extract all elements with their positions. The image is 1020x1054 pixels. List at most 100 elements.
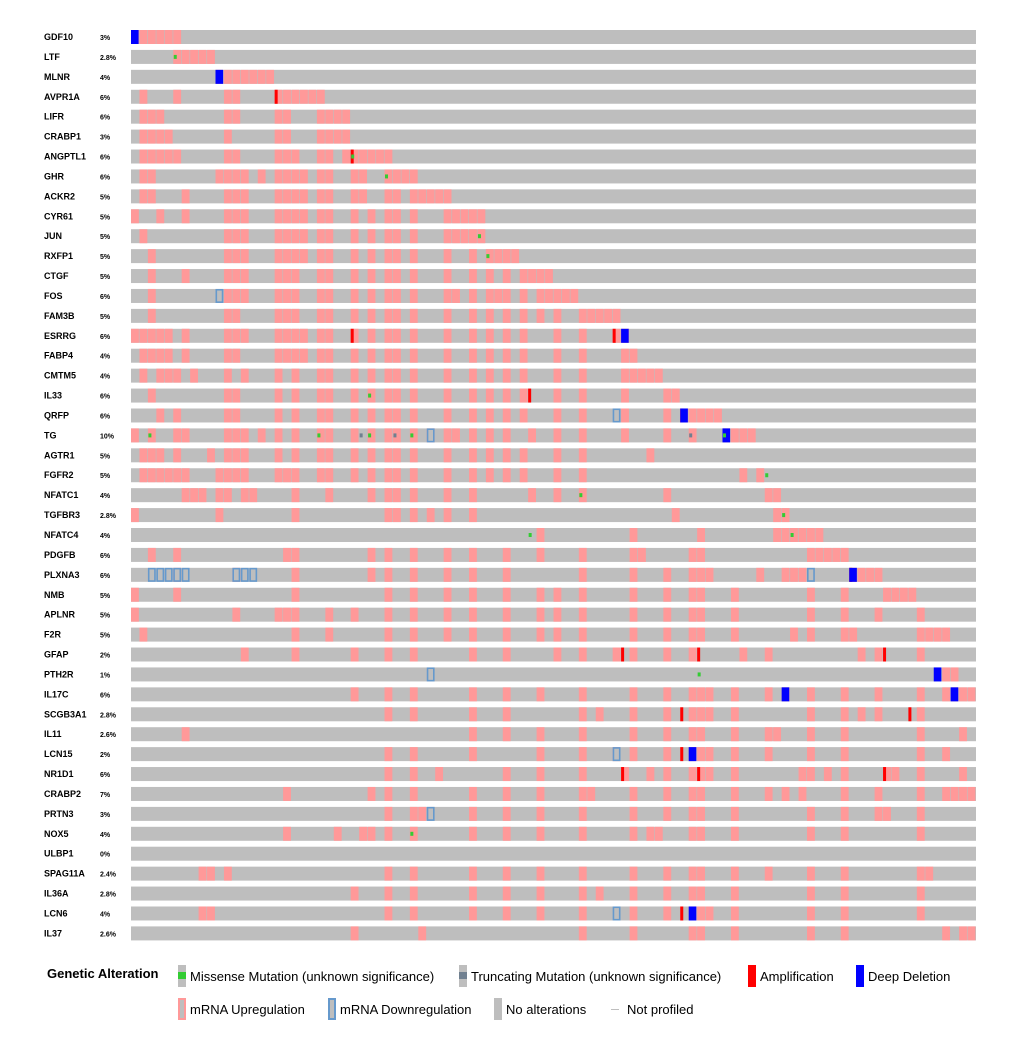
- gene-percent: 5%: [100, 254, 111, 261]
- missense-mark: [173, 54, 177, 59]
- mrna-up-mark: [502, 547, 511, 562]
- mrna-up-mark: [283, 129, 291, 144]
- mrna-up-mark: [781, 528, 790, 542]
- mrna-up-mark: [916, 647, 925, 662]
- mrna-up-mark: [578, 906, 587, 921]
- mrna-up-mark: [950, 786, 959, 801]
- mrna-up-mark: [697, 528, 705, 542]
- mrna-up-mark: [139, 328, 148, 343]
- gene-label: FAM3B: [44, 311, 75, 321]
- mrna-up-mark: [291, 229, 300, 244]
- mrna-up-mark: [359, 169, 367, 184]
- gene-percent: 5%: [100, 314, 111, 321]
- mrna-up-mark: [139, 189, 148, 204]
- mrna-up-mark: [688, 826, 697, 841]
- mrna-up-mark: [621, 767, 629, 782]
- gene-label: IL17C: [44, 689, 69, 699]
- mrna-up-mark: [359, 826, 367, 841]
- mrna-up-mark: [392, 448, 401, 463]
- mrna-up-mark: [764, 747, 773, 762]
- mrna-up-mark: [392, 508, 401, 523]
- mrna-up-mark: [409, 647, 418, 662]
- gene-percent: 6%: [100, 772, 111, 779]
- missense-mark: [579, 493, 583, 498]
- mrna-up-mark: [291, 388, 300, 403]
- legend-item-mrna-down: mRNA Downregulation: [328, 998, 472, 1020]
- mrna-up-mark: [883, 587, 891, 602]
- mrna-up-mark: [223, 448, 232, 463]
- mrna-up-mark: [173, 30, 182, 44]
- missense-mark: [368, 393, 372, 398]
- gene-track: [131, 886, 976, 901]
- mrna-up-mark: [485, 428, 494, 443]
- mrna-up-mark: [578, 866, 587, 881]
- mrna-up-mark: [384, 229, 393, 244]
- mrna-up-mark: [131, 508, 139, 523]
- mrna-up-mark: [384, 169, 393, 184]
- missense-mark: [782, 513, 786, 518]
- mrna-up-mark: [215, 488, 224, 503]
- mrna-up-mark: [291, 627, 300, 642]
- mrna-up-mark: [485, 448, 494, 463]
- missense-mark: [765, 473, 769, 478]
- mrna-up-mark: [595, 707, 604, 722]
- mrna-up-mark: [164, 30, 173, 44]
- mrna-up-mark: [536, 767, 545, 782]
- gene-percent: 4%: [100, 354, 111, 361]
- mrna-up-mark: [502, 468, 511, 483]
- mrna-up-mark: [899, 587, 908, 602]
- gene-label: AGTR1: [44, 450, 75, 460]
- mrna-up-mark: [147, 348, 156, 363]
- mrna-up-mark: [274, 149, 283, 164]
- mrna-up-mark: [139, 149, 148, 164]
- mrna-up-mark: [316, 209, 325, 224]
- gene-percent: 2.4%: [100, 872, 117, 879]
- mrna-up-mark: [502, 288, 511, 303]
- mrna-up-mark: [333, 109, 342, 124]
- deep-deletion-mark: [933, 667, 942, 682]
- mrna-up-mark: [730, 886, 739, 901]
- mrna-up-mark: [519, 348, 528, 363]
- mrna-up-mark: [452, 209, 460, 224]
- mrna-up-mark: [384, 288, 393, 303]
- mrna-up-mark: [147, 308, 156, 323]
- mrna-up-mark: [621, 388, 629, 403]
- mrna-up-mark: [240, 328, 249, 343]
- mrna-up-mark: [232, 69, 241, 84]
- mrna-up-mark: [283, 149, 291, 164]
- mrna-up-mark: [697, 607, 705, 622]
- mrna-up-mark: [207, 448, 215, 463]
- mrna-up-mark: [621, 408, 629, 423]
- mrna-up-mark: [283, 328, 291, 343]
- mrna-up-mark: [629, 627, 638, 642]
- gene-label: AVPR1A: [44, 92, 80, 102]
- gene-track: [131, 866, 976, 881]
- mrna-up-mark: [367, 567, 376, 582]
- mrna-up-mark: [840, 627, 849, 642]
- mrna-up-mark: [350, 886, 359, 901]
- mrna-up-mark: [739, 428, 748, 443]
- mrna-up-mark: [781, 567, 790, 582]
- gene-track: [131, 926, 976, 941]
- legend: Genetic Alteration Missense Mutation (un…: [0, 960, 1020, 1054]
- mrna-up-mark: [164, 149, 173, 164]
- mrna-up-mark: [325, 408, 334, 423]
- gene-label: CRABP2: [44, 789, 81, 799]
- mrna-up-mark: [705, 707, 714, 722]
- mrna-up-mark: [384, 368, 393, 383]
- mrna-up-mark: [629, 747, 638, 762]
- mrna-up-mark: [316, 149, 325, 164]
- mrna-up-mark: [469, 707, 477, 722]
- mrna-up-mark: [443, 587, 452, 602]
- mrna-up-mark: [807, 687, 815, 702]
- mrna-up-mark: [316, 388, 325, 403]
- mrna-up-mark: [916, 886, 925, 901]
- mrna-up-mark: [578, 308, 587, 323]
- mrna-up-mark: [705, 567, 714, 582]
- mrna-up-mark: [469, 906, 477, 921]
- mrna-up-mark: [367, 408, 376, 423]
- mrna-up-mark: [350, 647, 359, 662]
- gene-label: IL11: [44, 729, 62, 739]
- mrna-up-mark: [409, 687, 418, 702]
- mrna-up-mark: [578, 687, 587, 702]
